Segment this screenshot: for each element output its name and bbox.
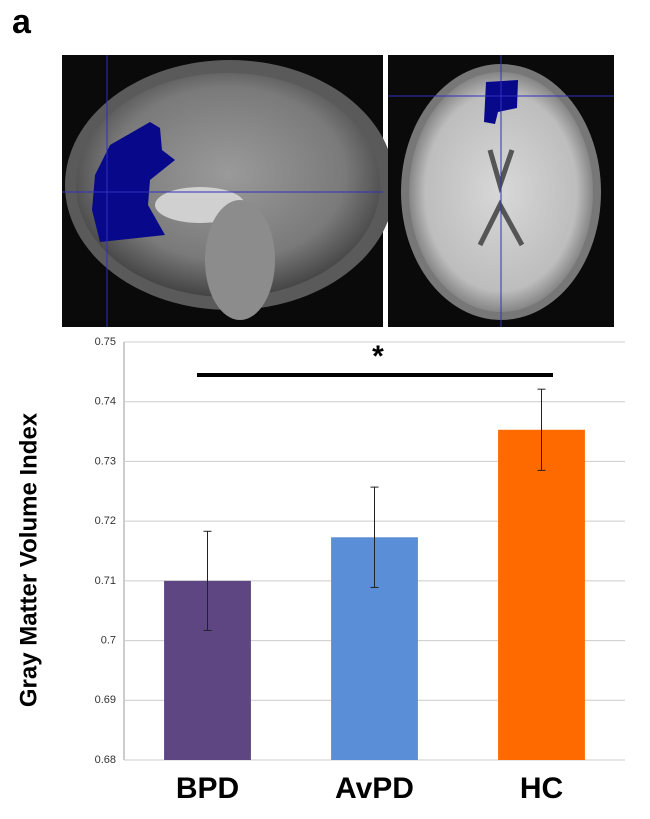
x-tick-label: HC <box>520 772 563 805</box>
y-axis-label: Gray Matter Volume Index <box>15 412 42 707</box>
x-tick-label: BPD <box>176 772 239 805</box>
sagittal-image <box>62 55 395 327</box>
bar <box>498 430 585 760</box>
figure: a Gray Matter Volume Index * 0.68 0.69 0.7… <box>0 0 650 819</box>
y-tick-label: 0.68 <box>95 754 116 766</box>
y-tick-label: 0.71 <box>95 575 116 587</box>
y-tick-label: 0.75 <box>95 336 116 348</box>
y-tick-label: 0.73 <box>95 455 116 467</box>
y-tick-label: 0.7 <box>101 634 116 646</box>
y-tick-label: 0.69 <box>95 694 116 706</box>
axial-image <box>388 55 614 327</box>
y-tick-label: 0.72 <box>95 515 116 527</box>
panel-label: a <box>12 3 32 41</box>
y-tick-label: 0.74 <box>95 396 116 408</box>
x-tick-label: AvPD <box>335 772 414 805</box>
significance-star: * <box>372 340 384 373</box>
